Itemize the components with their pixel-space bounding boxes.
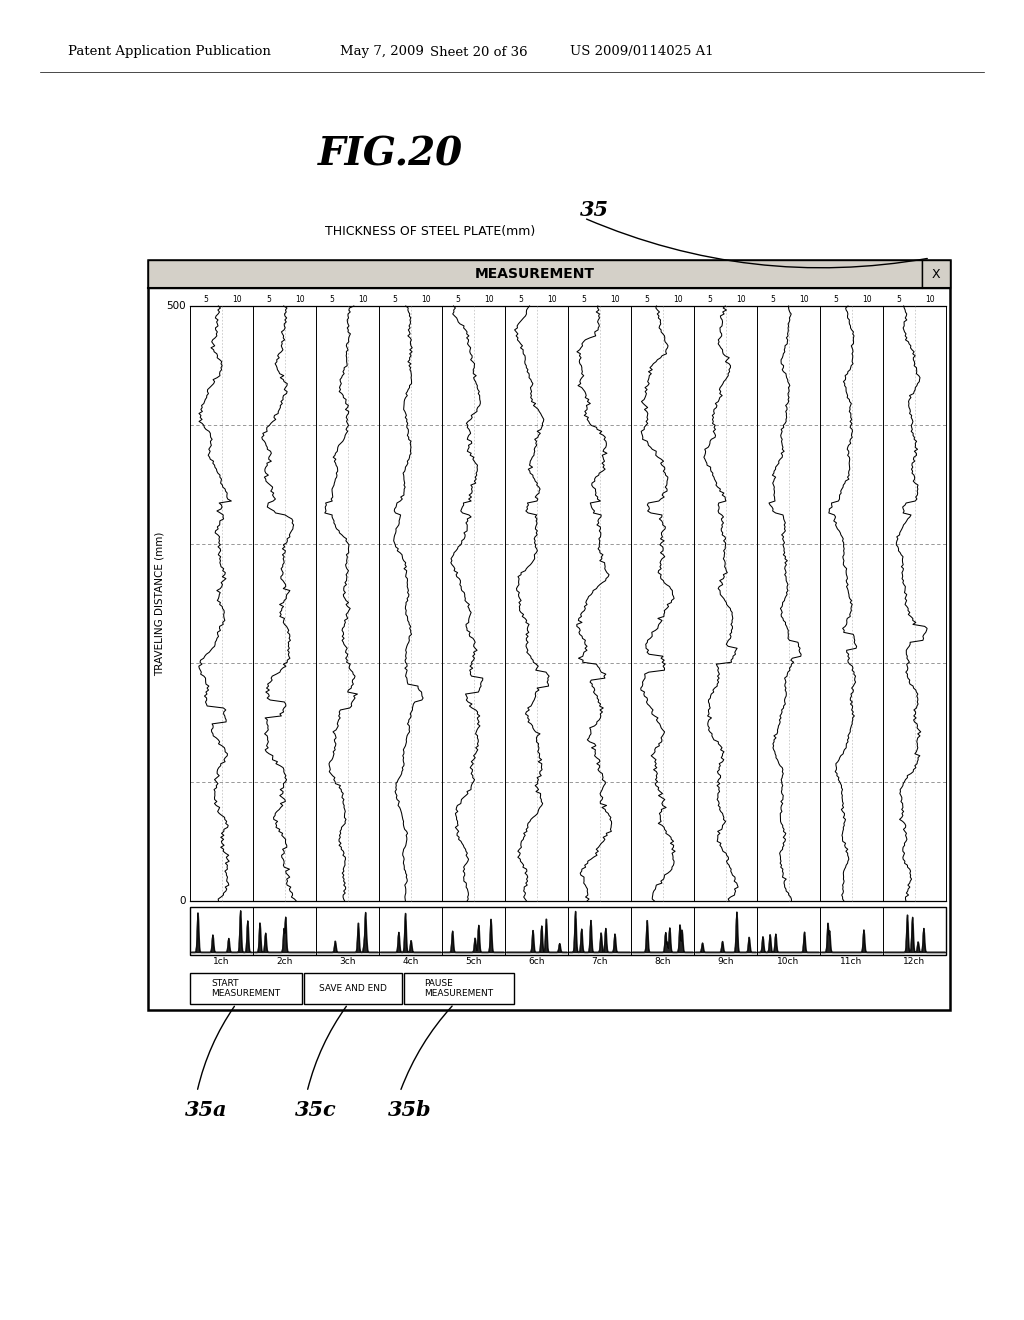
- Text: 10: 10: [232, 294, 242, 304]
- Bar: [190, 907, 946, 954]
- Text: 5: 5: [770, 294, 775, 304]
- Text: 5: 5: [392, 294, 397, 304]
- Text: 12ch: 12ch: [903, 957, 926, 966]
- Text: 5: 5: [896, 294, 901, 304]
- Text: 11ch: 11ch: [841, 957, 862, 966]
- Bar: [404, 973, 514, 1005]
- Text: 10: 10: [926, 294, 935, 304]
- Text: US 2009/0114025 A1: US 2009/0114025 A1: [570, 45, 714, 58]
- Text: 3ch: 3ch: [339, 957, 355, 966]
- Text: START
MEASUREMENT: START MEASUREMENT: [211, 979, 281, 998]
- Text: 10: 10: [358, 294, 368, 304]
- Text: 1ch: 1ch: [213, 957, 229, 966]
- Text: 5: 5: [582, 294, 586, 304]
- Text: 0: 0: [179, 896, 186, 906]
- Text: 10: 10: [862, 294, 872, 304]
- Text: 10: 10: [484, 294, 494, 304]
- Text: 5ch: 5ch: [465, 957, 481, 966]
- Text: 2ch: 2ch: [276, 957, 293, 966]
- Bar: [148, 260, 922, 288]
- Text: 5: 5: [834, 294, 839, 304]
- Text: 10: 10: [422, 294, 431, 304]
- Text: MEASUREMENT: MEASUREMENT: [475, 267, 595, 281]
- Text: 10: 10: [610, 294, 621, 304]
- Text: 9ch: 9ch: [717, 957, 734, 966]
- Text: 5: 5: [644, 294, 649, 304]
- Text: Patent Application Publication: Patent Application Publication: [68, 45, 271, 58]
- Text: Sheet 20 of 36: Sheet 20 of 36: [430, 45, 527, 58]
- Text: 5: 5: [204, 294, 208, 304]
- Text: 7ch: 7ch: [591, 957, 608, 966]
- Bar: [148, 260, 950, 1010]
- Text: 10ch: 10ch: [777, 957, 800, 966]
- Text: 8ch: 8ch: [654, 957, 671, 966]
- Text: 5: 5: [456, 294, 460, 304]
- Bar: [190, 973, 302, 1005]
- Text: FIG.20: FIG.20: [317, 136, 463, 174]
- Text: THICKNESS OF STEEL PLATE(mm): THICKNESS OF STEEL PLATE(mm): [325, 226, 536, 239]
- Text: 10: 10: [736, 294, 746, 304]
- Text: X: X: [932, 268, 940, 281]
- Bar: [304, 973, 402, 1005]
- Text: 5: 5: [518, 294, 523, 304]
- Text: 10: 10: [800, 294, 809, 304]
- Text: 35: 35: [580, 201, 609, 220]
- Text: 35b: 35b: [388, 1100, 432, 1119]
- Text: 5: 5: [708, 294, 712, 304]
- Text: 35c: 35c: [295, 1100, 337, 1119]
- Text: May 7, 2009: May 7, 2009: [340, 45, 424, 58]
- Text: 5: 5: [266, 294, 271, 304]
- Text: PAUSE
MEASUREMENT: PAUSE MEASUREMENT: [424, 979, 494, 998]
- Text: SAVE AND END: SAVE AND END: [319, 983, 387, 993]
- Text: 10: 10: [296, 294, 305, 304]
- Text: 4ch: 4ch: [402, 957, 419, 966]
- Text: 5: 5: [330, 294, 334, 304]
- Text: 500: 500: [166, 301, 186, 312]
- Text: TRAVELING DISTANCE (mm): TRAVELING DISTANCE (mm): [155, 532, 165, 676]
- Text: 10: 10: [674, 294, 683, 304]
- Text: 10: 10: [548, 294, 557, 304]
- Text: 6ch: 6ch: [528, 957, 545, 966]
- Text: 35a: 35a: [185, 1100, 227, 1119]
- Bar: [922, 260, 950, 288]
